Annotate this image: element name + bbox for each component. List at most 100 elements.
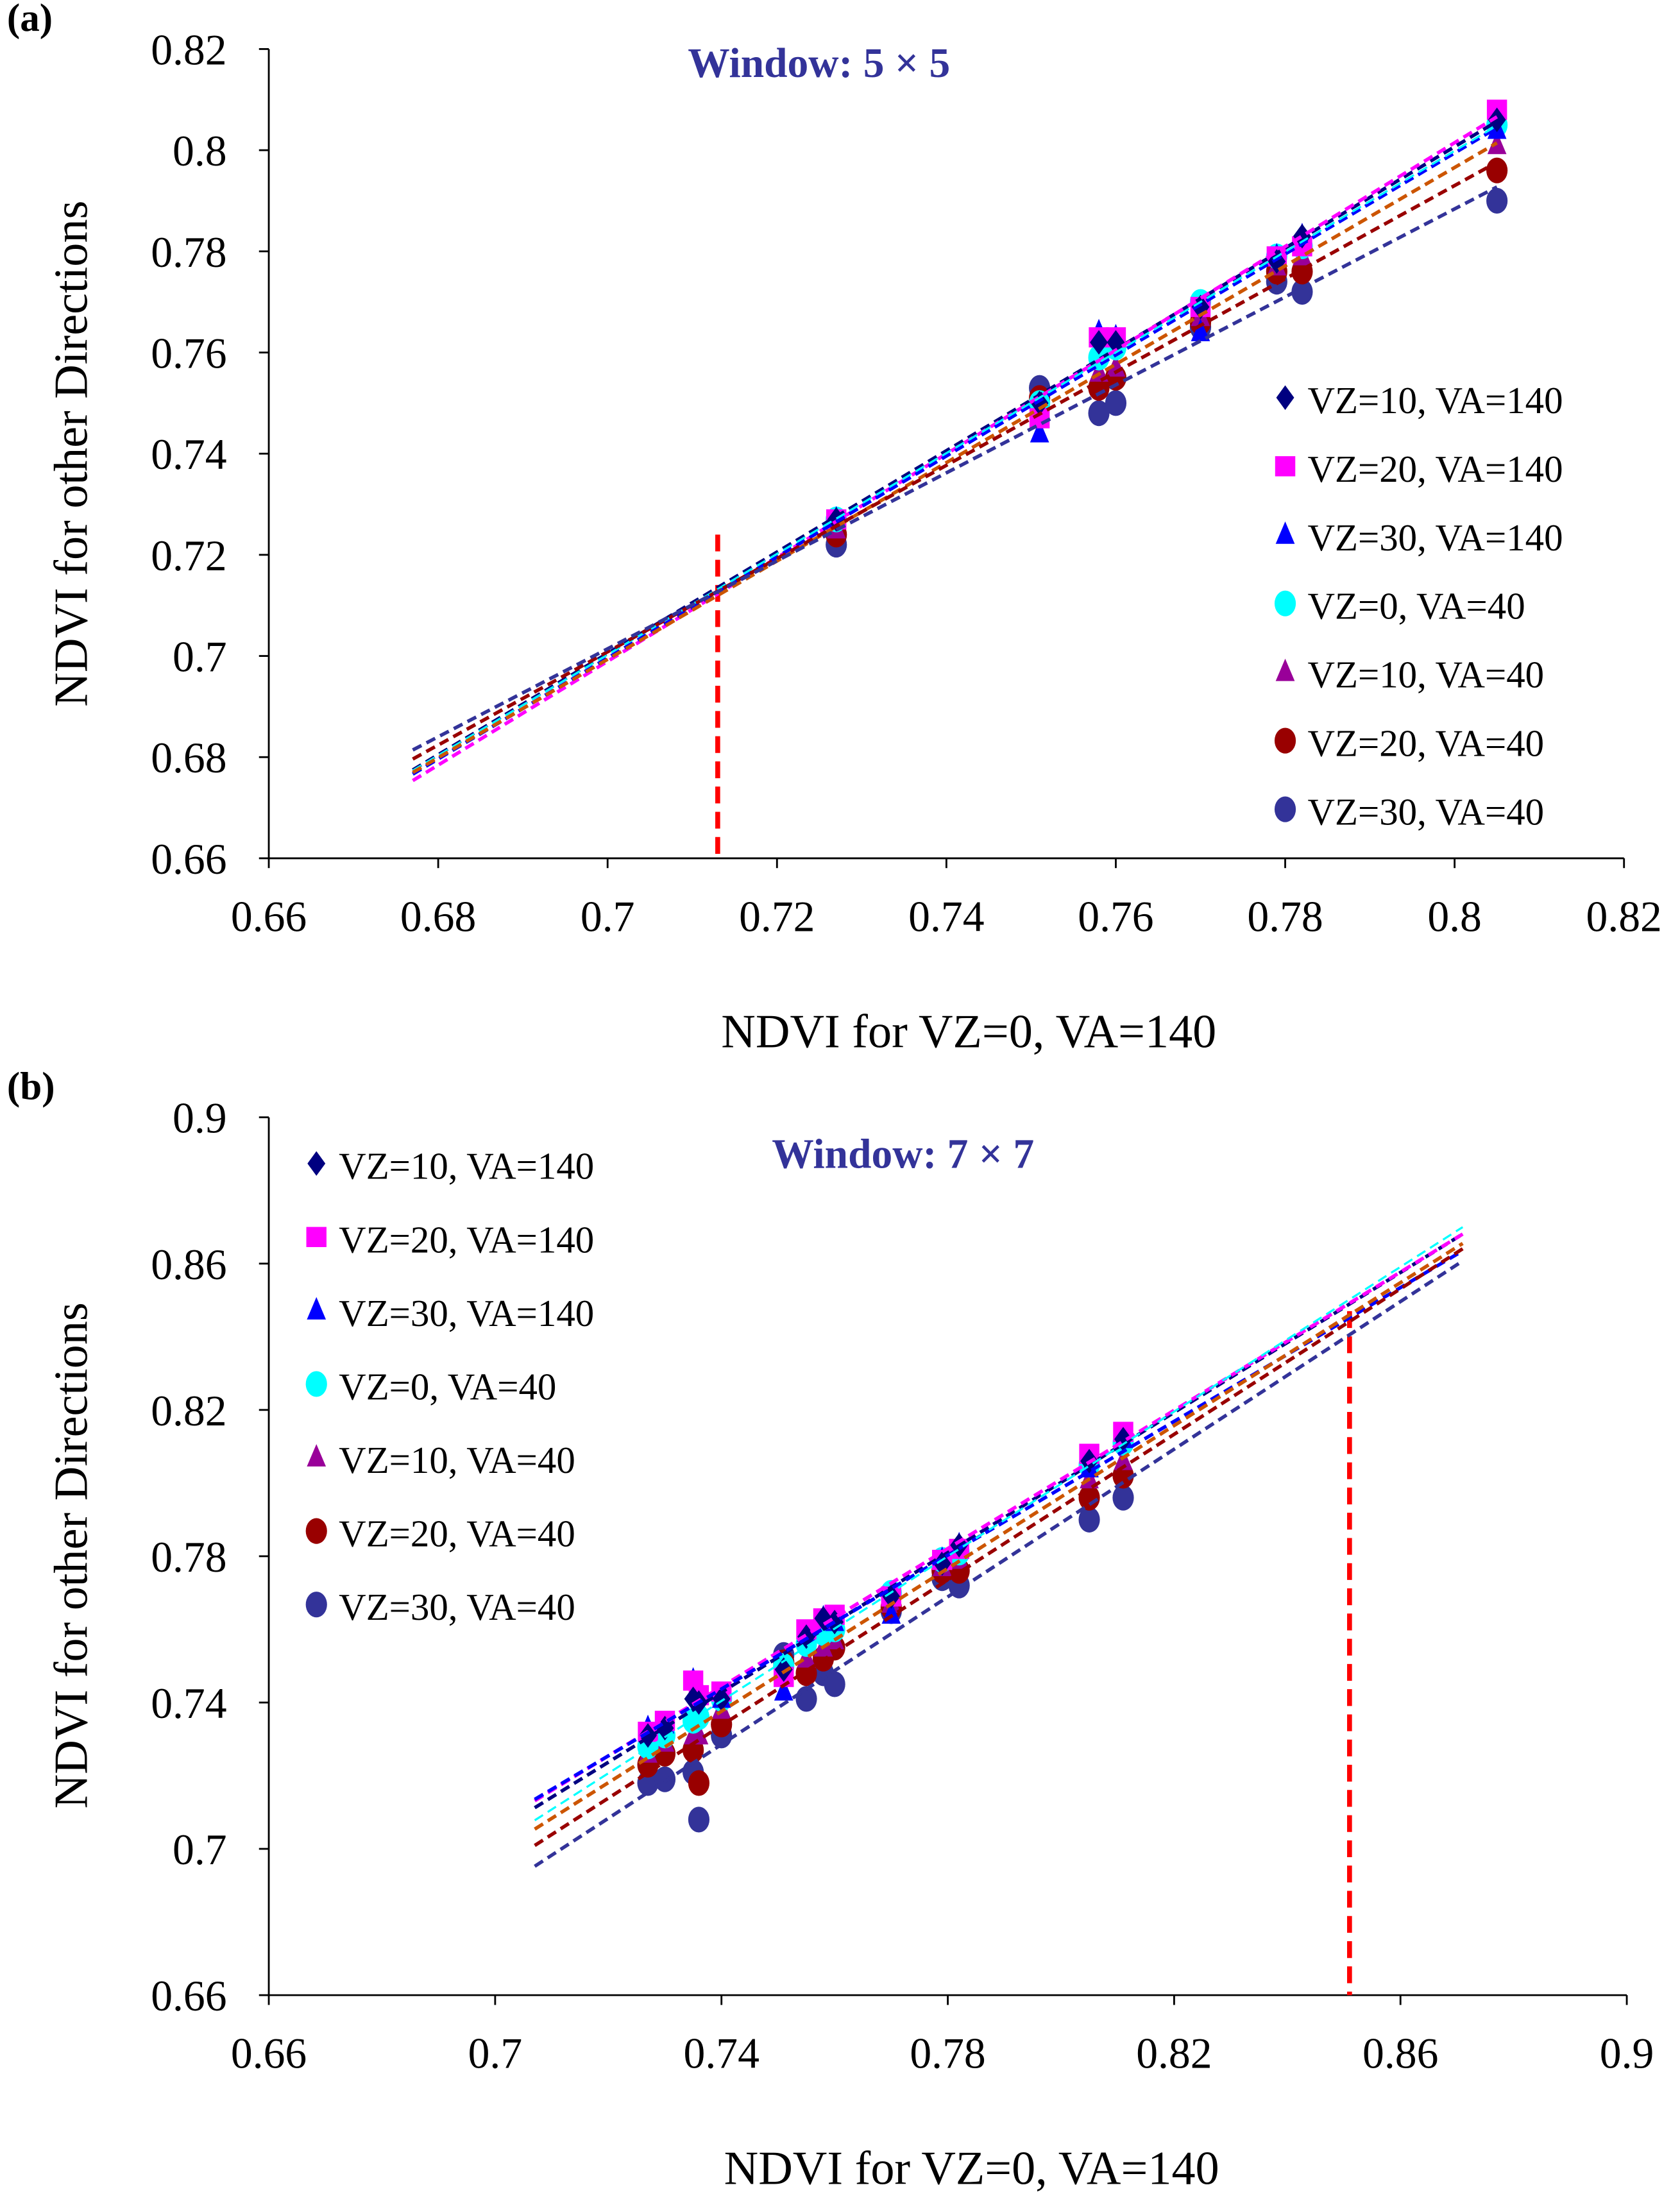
legend-label: VZ=30, VA=140 — [1307, 516, 1563, 559]
x-tick-label: 0.66 — [231, 892, 307, 940]
legend-label: VZ=20, VA=40 — [339, 1513, 575, 1555]
trend-line — [534, 1247, 1464, 1848]
legend-marker — [307, 1444, 327, 1467]
x-tick-label: 0.74 — [684, 2030, 759, 2078]
trend-line — [412, 141, 1498, 774]
legend-label: VZ=30, VA=40 — [1307, 791, 1544, 833]
trend-line — [534, 1226, 1464, 1821]
legend-label: VZ=10, VA=140 — [1307, 379, 1563, 421]
data-point — [774, 1657, 793, 1682]
y-tick-label: 0.9 — [173, 1094, 227, 1143]
legend-label: VZ=20, VA=140 — [339, 1218, 594, 1261]
legend-marker — [1274, 590, 1296, 616]
legend-marker — [305, 1371, 327, 1397]
y-tick-label: 0.7 — [173, 1826, 227, 1874]
y-tick-label: 0.66 — [151, 1972, 226, 2020]
legend-label: VZ=10, VA=40 — [1307, 654, 1544, 696]
data-point — [688, 1770, 710, 1796]
data-point — [1486, 157, 1508, 183]
legend-label: VZ=10, VA=40 — [339, 1439, 575, 1481]
data-point — [1191, 319, 1210, 341]
y-axis-label: NDVI for other Directions — [45, 201, 98, 707]
y-tick-label: 0.74 — [151, 430, 226, 479]
data-point — [1105, 390, 1127, 416]
x-tick-label: 0.78 — [910, 2030, 985, 2078]
y-tick-label: 0.78 — [151, 1533, 226, 1581]
y-tick-label: 0.7 — [173, 633, 227, 681]
y-tick-label: 0.72 — [151, 532, 226, 580]
legend-marker — [1275, 521, 1295, 544]
data-point — [824, 1671, 845, 1697]
data-point — [1030, 420, 1049, 443]
legend-marker — [307, 1296, 327, 1320]
trend-line — [412, 119, 1498, 772]
data-point — [712, 1687, 731, 1712]
trend-line — [412, 126, 1498, 776]
legend-marker — [306, 1227, 327, 1248]
data-point — [1078, 1506, 1100, 1533]
data-point — [1107, 330, 1125, 355]
y-tick-label: 0.76 — [151, 330, 226, 378]
legend-label: VZ=0, VA=40 — [339, 1365, 556, 1407]
data-point — [1486, 187, 1508, 214]
legend-marker — [1274, 727, 1296, 754]
x-axis-label: NDVI for VZ=0, VA=140 — [721, 1006, 1216, 1058]
legend-label: VZ=0, VA=40 — [1307, 585, 1525, 627]
trend-line — [412, 115, 1498, 783]
x-tick-label: 0.8 — [1427, 892, 1482, 940]
legend-marker — [1275, 456, 1296, 477]
panel-label: (a) — [7, 0, 53, 40]
legend-marker — [305, 1518, 327, 1544]
legend-label: VZ=20, VA=140 — [1307, 448, 1563, 490]
x-tick-label: 0.82 — [1586, 892, 1662, 940]
data-point — [795, 1686, 817, 1712]
data-point — [1088, 400, 1110, 427]
trend-line — [412, 160, 1498, 761]
x-tick-label: 0.72 — [739, 892, 815, 940]
y-axis-label: NDVI for other Directions — [45, 1302, 98, 1808]
legend-marker — [307, 1151, 326, 1176]
legend-marker — [1276, 385, 1294, 411]
data-point — [1112, 1484, 1134, 1511]
data-point — [1078, 1484, 1100, 1511]
y-tick-label: 0.66 — [151, 835, 226, 883]
trend-line — [412, 124, 1498, 772]
y-tick-label: 0.82 — [151, 26, 226, 74]
data-point — [1090, 330, 1108, 355]
legend: VZ=10, VA=140 VZ=20, VA=140 VZ=30, VA=140 V… — [305, 1145, 594, 1628]
trend-line — [534, 1232, 1464, 1803]
legend-label: VZ=20, VA=40 — [1307, 722, 1544, 765]
x-tick-label: 0.7 — [468, 2030, 523, 2078]
x-tick-label: 0.7 — [581, 892, 635, 940]
trend-line — [534, 1241, 1464, 1831]
data-point — [688, 1806, 710, 1833]
x-tick-label: 0.66 — [231, 2030, 307, 2078]
data-point — [882, 1584, 901, 1609]
legend-marker — [305, 1592, 327, 1618]
chart-title: Window: 5 × 5 — [688, 40, 950, 87]
panel-label: (b) — [7, 1065, 55, 1108]
legend: VZ=10, VA=140 VZ=20, VA=140 VZ=30, VA=140 V… — [1274, 379, 1563, 833]
x-tick-label: 0.78 — [1247, 892, 1323, 940]
trend-line — [412, 185, 1498, 752]
y-tick-label: 0.68 — [151, 734, 226, 782]
x-tick-label: 0.82 — [1136, 2030, 1212, 2078]
x-tick-label: 0.86 — [1362, 2030, 1438, 2078]
y-tick-label: 0.78 — [151, 228, 226, 276]
legend-marker — [1275, 658, 1295, 681]
legend-label: VZ=10, VA=140 — [339, 1145, 594, 1187]
legend-marker — [1274, 796, 1296, 822]
trend-line — [534, 1232, 1464, 1810]
data-point — [1487, 132, 1507, 155]
x-tick-label: 0.68 — [400, 892, 476, 940]
legend-label: VZ=30, VA=140 — [339, 1292, 594, 1334]
y-tick-label: 0.8 — [173, 127, 227, 175]
data-point — [689, 1722, 709, 1745]
y-tick-label: 0.74 — [151, 1679, 226, 1728]
legend-label: VZ=30, VA=40 — [339, 1586, 575, 1628]
panel-b: (b) Window: 7 × 7 NDVI for other Directi… — [7, 1065, 1654, 2195]
chart-title: Window: 7 × 7 — [772, 1131, 1034, 1177]
x-tick-label: 0.74 — [908, 892, 984, 940]
x-tick-label: 0.9 — [1600, 2030, 1654, 2078]
